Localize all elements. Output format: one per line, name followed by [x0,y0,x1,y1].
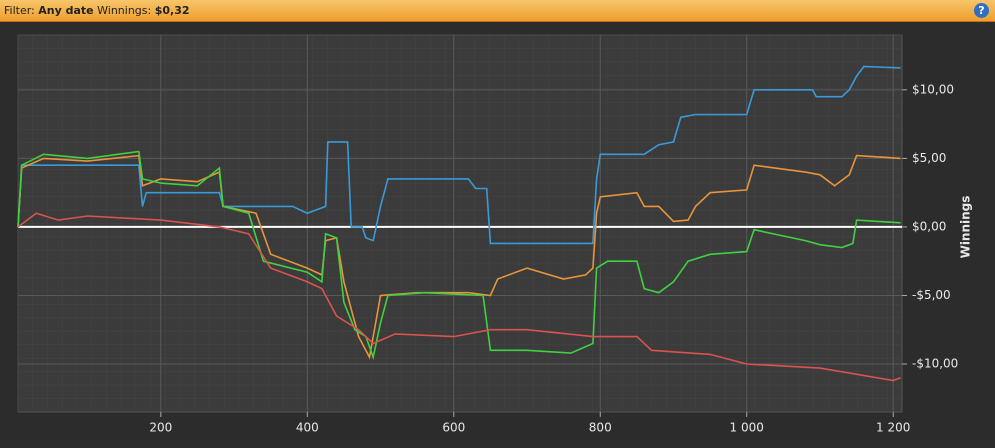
help-button[interactable]: ? [974,3,989,18]
filter-value[interactable]: Any date [38,4,94,17]
series-line [17,212,901,382]
x-tick-label: 600 [442,421,465,435]
winnings-value: $0,32 [154,4,190,17]
y-axis-title: Winnings [959,196,973,259]
x-tick-label: 1 200 [876,421,910,435]
y-tick-label: $0,00 [912,219,946,233]
y-tick-label: -$5,00 [912,288,951,302]
chart: Winnings -$10,00 -$5,00 $0,00 $5,00 $10,00 20… [17,34,973,435]
y-tick-label: $5,00 [912,151,946,165]
x-tick-label: 1 000 [730,421,764,435]
filter-bar: Filter: Any date Winnings: $0,32 ? [0,0,995,22]
x-tick-label: 800 [589,421,612,435]
x-tick-label: 400 [296,421,319,435]
y-tick-label: $10,00 [912,82,954,96]
x-tick-label: 200 [149,421,172,435]
series-line [17,150,901,361]
winnings-label: Winnings: [97,4,152,17]
series-line [17,65,901,245]
y-tick-label: -$10,00 [912,357,958,371]
filter-label: Filter: [4,4,35,17]
